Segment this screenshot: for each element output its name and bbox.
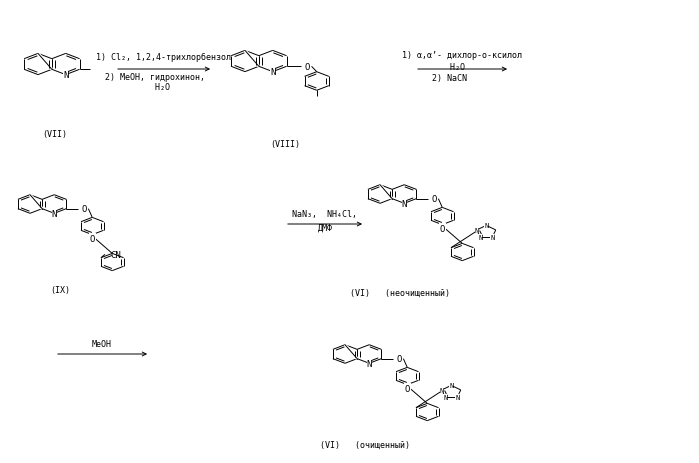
Text: N: N xyxy=(63,71,69,80)
Text: (VII): (VII) xyxy=(43,130,68,139)
Text: O: O xyxy=(397,354,402,363)
Text: MeOH: MeOH xyxy=(92,340,112,349)
Text: N: N xyxy=(490,235,494,241)
Text: H₂O: H₂O xyxy=(140,83,170,92)
Text: N: N xyxy=(475,227,479,233)
Text: N: N xyxy=(270,68,275,77)
Text: N: N xyxy=(455,394,459,400)
Text: N: N xyxy=(366,359,372,368)
Text: N: N xyxy=(478,235,482,241)
Text: 2) NaCN: 2) NaCN xyxy=(433,75,468,83)
Text: N: N xyxy=(443,394,447,400)
Text: O: O xyxy=(89,235,95,244)
Text: 2) MeOH, гидрохинон,: 2) MeOH, гидрохинон, xyxy=(105,73,205,82)
Text: N: N xyxy=(440,387,444,393)
Text: N: N xyxy=(449,382,454,388)
Text: (VIII): (VIII) xyxy=(270,140,300,149)
Text: O: O xyxy=(405,384,410,393)
Text: O: O xyxy=(305,63,310,72)
Text: N: N xyxy=(52,209,57,219)
Text: (IX): (IX) xyxy=(50,285,70,294)
Text: O: O xyxy=(440,225,445,234)
Text: H₂O: H₂O xyxy=(435,63,465,71)
Text: 1) Cl₂, 1,2,4-трихлорбензол: 1) Cl₂, 1,2,4-трихлорбензол xyxy=(96,52,231,62)
Text: (VI)   (неочищенный): (VI) (неочищенный) xyxy=(350,288,450,297)
Text: 1) α,α’- дихлор-о-ксилол: 1) α,α’- дихлор-о-ксилол xyxy=(402,50,522,59)
Text: O: O xyxy=(432,195,437,204)
Text: N: N xyxy=(401,200,407,208)
Text: ДМФ: ДМФ xyxy=(317,223,333,232)
Text: CN: CN xyxy=(110,250,121,259)
Text: (VI)   (очищенный): (VI) (очищенный) xyxy=(320,439,410,449)
Text: O: O xyxy=(82,205,87,214)
Text: NaN₃,  NH₄Cl,: NaN₃, NH₄Cl, xyxy=(292,210,357,219)
Text: N: N xyxy=(484,223,489,229)
